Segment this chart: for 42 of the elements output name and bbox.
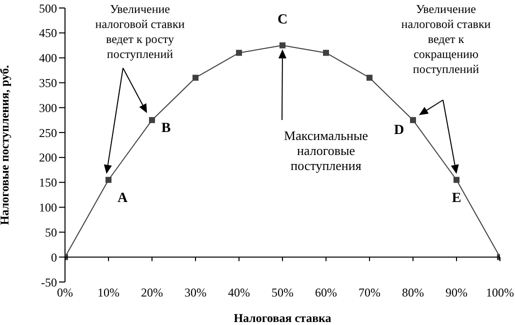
annotation: Увеличение налоговой ставки ведет к сокращению поступлений [400, 2, 492, 77]
x-tick-label: 0% [57, 286, 73, 300]
y-tick-label: 200 [39, 150, 57, 165]
y-tick-label: 400 [39, 51, 57, 66]
point [323, 50, 329, 56]
y-tick-label: 450 [39, 26, 57, 40]
point [106, 176, 112, 183]
y-tick-label: 300 [39, 100, 57, 115]
x-tick-label: 60% [315, 286, 337, 300]
x-tick-label: 40% [228, 286, 250, 300]
y-tick-label: 350 [39, 76, 57, 90]
point [236, 50, 242, 56]
x-tick-label: 10% [98, 286, 120, 300]
y-tick-label: 0 [51, 250, 57, 264]
annotation: D [394, 123, 404, 138]
point [454, 176, 460, 183]
annotation: Увеличение налоговой ставки ведет к росту поступлений [94, 2, 186, 62]
y-tick-label: 50 [45, 225, 57, 240]
x-tick-label: 70% [358, 286, 380, 300]
x-tick-label: 20% [141, 286, 163, 300]
x-tick-label: 80% [402, 286, 424, 300]
annotation: C [277, 12, 288, 28]
annotation: A [117, 190, 128, 206]
point [192, 74, 198, 81]
x-tick-label: 50% [272, 286, 294, 300]
x-tick-label: 90% [446, 286, 468, 300]
x-tick-label: 30% [184, 286, 206, 300]
point [149, 117, 155, 124]
y-tick-label: 150 [39, 176, 57, 190]
annotation: B [161, 121, 171, 136]
annotation: Максимальные налоговые поступления [283, 128, 369, 173]
annotation: E [452, 190, 462, 206]
y-tick-label: 250 [39, 126, 57, 140]
point [366, 74, 372, 81]
point [280, 42, 286, 48]
y-tick-label: 100 [39, 200, 57, 215]
y-tick-label: -50 [41, 275, 57, 290]
x-tick-label: 100% [486, 286, 514, 300]
y-tick-label: 500 [39, 1, 57, 16]
y-axis-title: Налоговые поступления, руб. [0, 65, 12, 225]
x-axis-title: Налоговая ставка [234, 311, 332, 325]
point [410, 117, 416, 124]
